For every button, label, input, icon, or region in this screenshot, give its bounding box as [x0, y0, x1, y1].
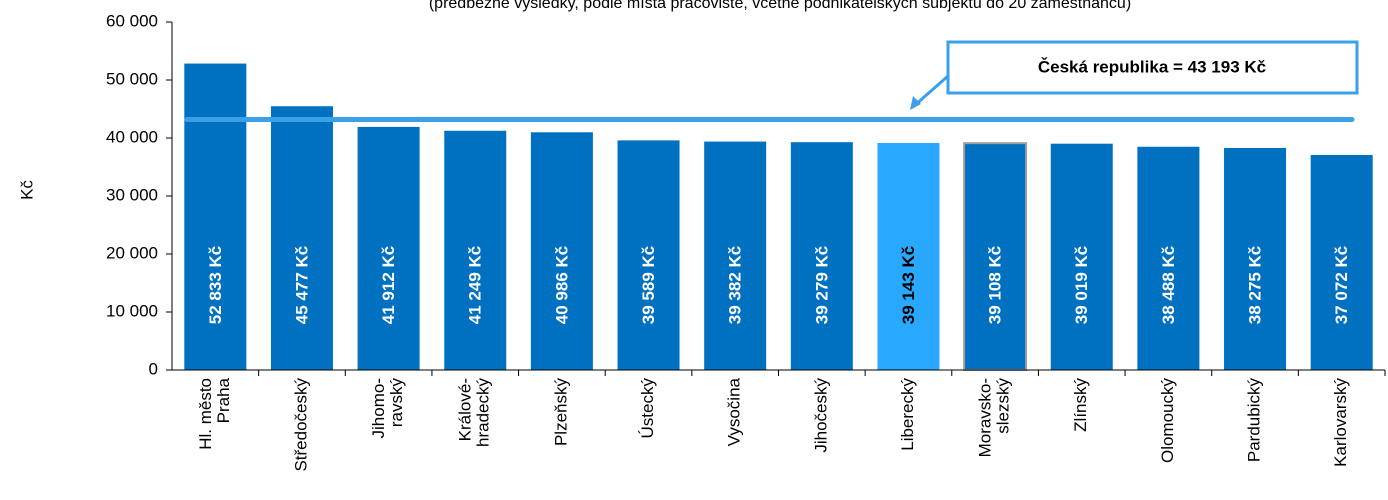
x-tick-label: Plzeňský [551, 378, 570, 447]
value-label: 52 833 Kč [206, 246, 225, 324]
x-tick-label: Praha [214, 377, 233, 423]
x-tick-label: ravský [387, 378, 406, 428]
x-tick-label: slezský [994, 378, 1013, 434]
bar [357, 126, 420, 370]
x-tick-label: Olomoucký [1158, 378, 1177, 464]
value-label: 39 019 Kč [1072, 246, 1091, 324]
y-tick-label: 30 000 [106, 185, 158, 204]
x-tick-label: Ústecký [638, 378, 657, 439]
value-label: 39 143 Kč [899, 246, 918, 324]
x-tick-label: Zlínský [1071, 378, 1090, 432]
annotation-box [946, 40, 1359, 95]
x-tick-label: hradecký [474, 378, 493, 447]
y-tick-label: 50 000 [106, 69, 158, 88]
y-tick-label: 20 000 [106, 243, 158, 262]
value-label: 39 108 Kč [986, 246, 1005, 324]
x-tick-label: Vysočina [725, 377, 744, 446]
y-tick-label: 10 000 [106, 301, 158, 320]
y-tick-label: 60 000 [106, 11, 158, 30]
x-tick-label: Liberecký [898, 378, 917, 451]
value-label: 37 072 Kč [1332, 246, 1351, 324]
bar [963, 142, 1028, 371]
value-label: 41 912 Kč [379, 246, 398, 324]
y-tick-label: 0 [149, 359, 158, 378]
annotation-arrowhead [910, 96, 921, 110]
x-tick-label: Karlovarský [1331, 378, 1350, 467]
value-label: 45 477 Kč [292, 246, 311, 324]
bar [1050, 143, 1113, 370]
bar [1137, 146, 1200, 370]
bar [270, 106, 333, 370]
x-tick-label: Jihomo- [369, 378, 388, 438]
value-label: 41 249 Kč [466, 246, 485, 324]
bar [184, 63, 247, 370]
chart-subtitle: (předběžné výsledky, podle místa pracovi… [429, 0, 1131, 12]
bar [877, 142, 940, 370]
x-tick-label: Moravsko- [976, 378, 995, 457]
y-axis-label: Kč [17, 180, 36, 200]
bar [1310, 154, 1373, 370]
bar [1224, 148, 1287, 370]
x-tick-label: Pardubický [1245, 378, 1264, 463]
value-label: 39 279 Kč [812, 246, 831, 324]
value-label: 38 488 Kč [1159, 246, 1178, 324]
annotation-text: Česká republika = 43 193 Kč [1038, 57, 1266, 76]
bar [444, 130, 507, 370]
bar [617, 140, 680, 370]
value-label: 38 275 Kč [1246, 246, 1265, 324]
bar [530, 132, 593, 370]
x-tick-label: Hl. město [196, 378, 215, 450]
value-label: 39 382 Kč [726, 246, 745, 324]
x-tick-label: Králové- [456, 378, 475, 441]
annotation-arrow [913, 74, 949, 108]
y-tick-label: 40 000 [106, 127, 158, 146]
x-tick-label: Jihočeský [811, 378, 830, 453]
bar [704, 141, 767, 370]
value-label: 39 589 Kč [639, 246, 658, 324]
x-tick-label: Středočeský [291, 378, 310, 472]
value-label: 40 986 Kč [552, 246, 571, 324]
bar [790, 142, 853, 370]
